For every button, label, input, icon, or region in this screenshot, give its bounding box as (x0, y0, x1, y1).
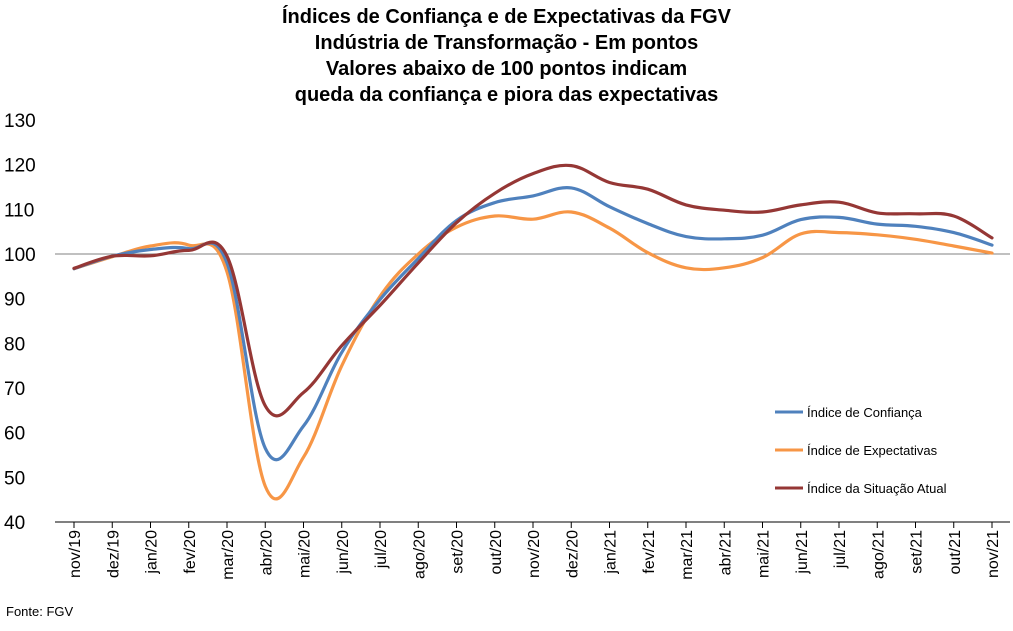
x-tick-label: abr/20 (258, 530, 275, 575)
x-tick-label: jan/20 (144, 530, 161, 575)
series-layer (72, 163, 994, 501)
y-tick-label: 40 (4, 513, 25, 534)
x-tick-label: out/21 (947, 530, 964, 575)
chart-title: Índices de Confiança e de Expectativas d… (0, 4, 1013, 108)
x-axis: nov/19 dez/19 jan/20 fev/20 mar/20 abr/20 mai/… (55, 521, 1010, 580)
title-line-2: Indústria de Transformação - Em pontos (314, 32, 699, 54)
x-tick-label: mar/20 (220, 530, 237, 580)
x-tick-label: jun/21 (794, 530, 811, 575)
title-line-4: queda da confiança e piora das expectati… (294, 84, 719, 106)
x-tick-label: jul/20 (373, 530, 390, 569)
y-tick-label: 60 (4, 424, 25, 445)
y-tick-label: 130 (4, 111, 36, 132)
x-tick-label: mai/21 (756, 530, 773, 578)
x-tick-label: mai/20 (297, 530, 314, 578)
y-tick-label: 120 (4, 156, 36, 177)
legend: Índice de Confiança Índice de Expectativa… (775, 405, 947, 496)
x-tick-label: dez/20 (564, 530, 581, 578)
legend-label: Índice da Situação Atual (807, 481, 947, 496)
x-tick-label: set/20 (450, 530, 467, 574)
y-tick-label: 90 (4, 290, 25, 311)
series-line-indice-de-expectativas (72, 210, 994, 501)
x-tick-label: abr/21 (717, 530, 734, 575)
x-tick-label: set/21 (909, 530, 926, 574)
y-tick-label: 100 (4, 245, 36, 266)
y-axis: 40 50 60 70 80 90 100 110 120 130 (4, 111, 1010, 534)
x-tick-label: out/20 (488, 530, 505, 575)
x-tick-label: jan/21 (603, 530, 620, 575)
x-tick-label: jun/20 (335, 530, 352, 575)
x-tick-label: nov/19 (67, 530, 84, 578)
x-tick-label: nov/21 (985, 530, 1002, 578)
title-line-1: Índices de Confiança e de Expectativas d… (281, 6, 732, 28)
legend-label: Índice de Expectativas (807, 443, 938, 458)
x-tick-label: fev/20 (182, 530, 199, 574)
source-note: Fonte: FGV (6, 604, 74, 619)
y-tick-label: 80 (4, 334, 25, 355)
x-tick-label: ago/21 (870, 530, 887, 579)
legend-label: Índice de Confiança (807, 405, 923, 420)
y-tick-label: 70 (4, 379, 25, 400)
y-tick-label: 110 (4, 200, 34, 221)
y-tick-label: 50 (4, 468, 25, 489)
x-tick-label: ago/20 (411, 530, 428, 579)
x-tick-label: dez/19 (105, 530, 122, 578)
x-tick-label: mar/21 (679, 530, 696, 580)
x-tick-label: nov/20 (526, 530, 543, 578)
x-tick-label: fev/21 (641, 530, 658, 574)
series-line-indice-de-confianca (72, 185, 994, 462)
title-line-3: Valores abaixo de 100 pontos indicam (325, 58, 688, 80)
series-line-indice-da-situacao-atual (72, 163, 994, 418)
x-tick-label: jul/21 (832, 530, 849, 569)
